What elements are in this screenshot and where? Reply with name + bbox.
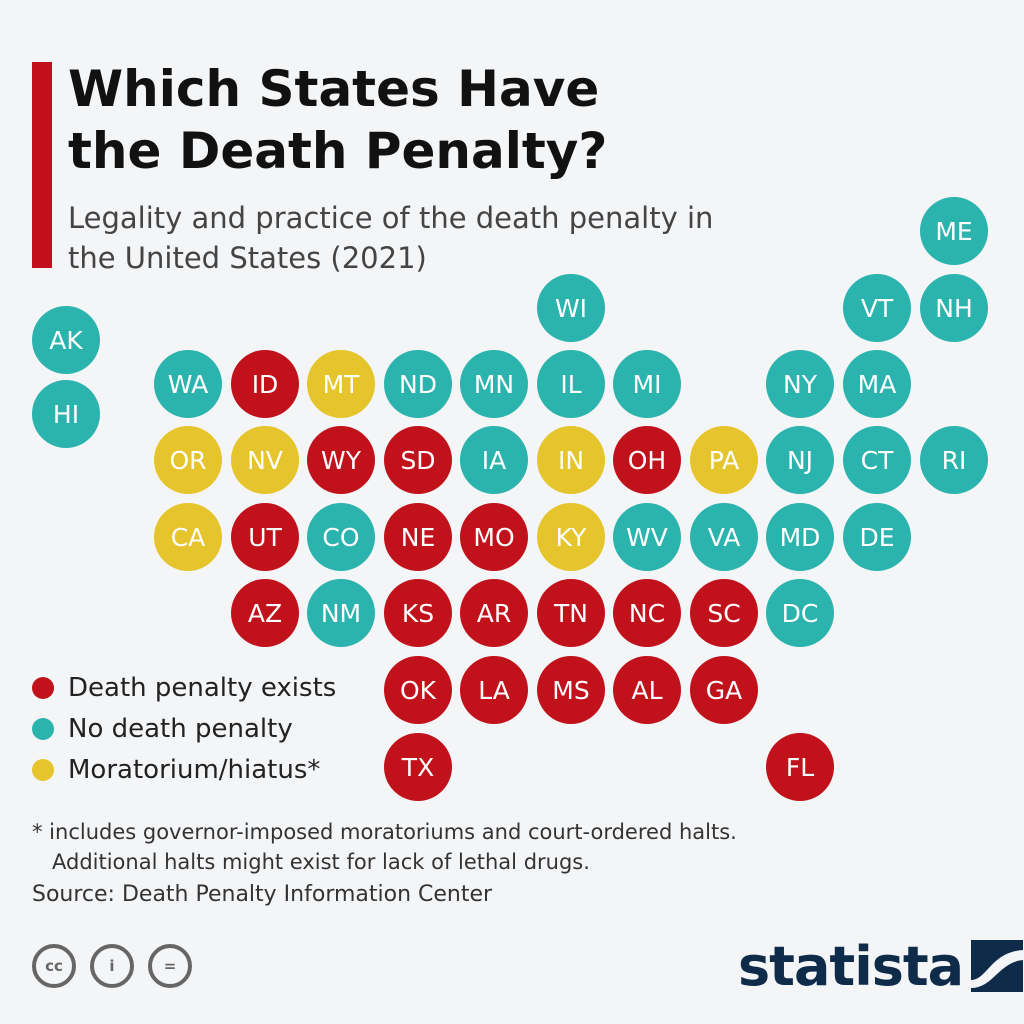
no-derivatives-icon[interactable]: = xyxy=(148,944,192,988)
state-MT: MT xyxy=(307,350,375,418)
legend: Death penalty exists No death penalty Mo… xyxy=(32,667,336,790)
state-IL: IL xyxy=(537,350,605,418)
legend-label-exists: Death penalty exists xyxy=(68,672,337,703)
state-NV: NV xyxy=(231,426,299,494)
footnote-line-1: * includes governor-imposed moratoriums … xyxy=(32,820,737,844)
subtitle: Legality and practice of the death penal… xyxy=(68,201,714,275)
state-AR: AR xyxy=(460,579,528,647)
state-OK: OK xyxy=(384,656,452,724)
state-NM: NM xyxy=(307,579,375,647)
state-SC: SC xyxy=(690,579,758,647)
state-AZ: AZ xyxy=(231,579,299,647)
state-NJ: NJ xyxy=(766,426,834,494)
logo-text: statista xyxy=(738,934,964,998)
accent-bar xyxy=(32,62,52,268)
state-CT: CT xyxy=(843,426,911,494)
state-ME: ME xyxy=(920,197,988,265)
state-OR: OR xyxy=(154,426,222,494)
red-dot-icon xyxy=(32,676,54,699)
state-OH: OH xyxy=(613,426,681,494)
legend-item-moratorium: Moratorium/hiatus* xyxy=(32,749,336,790)
state-MD: MD xyxy=(766,503,834,571)
source-note: Source: Death Penalty Information Center xyxy=(32,882,493,907)
legend-item-exists: Death penalty exists xyxy=(32,667,336,708)
state-CA: CA xyxy=(154,503,222,571)
state-IA: IA xyxy=(460,426,528,494)
state-WV: WV xyxy=(613,503,681,571)
legend-label-moratorium: Moratorium/hiatus* xyxy=(68,754,321,785)
license-icons: cc i = xyxy=(32,944,192,988)
yellow-dot-icon xyxy=(32,758,54,781)
state-WI: WI xyxy=(537,274,605,342)
state-NY: NY xyxy=(766,350,834,418)
state-UT: UT xyxy=(231,503,299,571)
state-AK: AK xyxy=(32,306,100,374)
state-MS: MS xyxy=(537,656,605,724)
teal-dot-icon xyxy=(32,717,54,740)
footnote-line-2: Additional halts might exist for lack of… xyxy=(52,850,590,874)
state-LA: LA xyxy=(460,656,528,724)
legend-item-none: No death penalty xyxy=(32,708,336,749)
state-NC: NC xyxy=(613,579,681,647)
state-SD: SD xyxy=(384,426,452,494)
state-MN: MN xyxy=(460,350,528,418)
state-MA: MA xyxy=(843,350,911,418)
state-TX: TX xyxy=(384,733,452,801)
state-FL: FL xyxy=(766,733,834,801)
state-DC: DC xyxy=(766,579,834,647)
state-MO: MO xyxy=(460,503,528,571)
state-ID: ID xyxy=(231,350,299,418)
state-KY: KY xyxy=(537,503,605,571)
state-HI: HI xyxy=(32,380,100,448)
state-DE: DE xyxy=(843,503,911,571)
state-KS: KS xyxy=(384,579,452,647)
state-WA: WA xyxy=(154,350,222,418)
footnote: * includes governor-imposed moratoriums … xyxy=(32,817,932,877)
attribution-icon[interactable]: i xyxy=(90,944,134,988)
state-AL: AL xyxy=(613,656,681,724)
creative-commons-icon[interactable]: cc xyxy=(32,944,76,988)
legend-label-none: No death penalty xyxy=(68,713,293,744)
statista-mark-icon xyxy=(971,940,1024,992)
state-IN: IN xyxy=(537,426,605,494)
state-NH: NH xyxy=(920,274,988,342)
state-VA: VA xyxy=(690,503,758,571)
page-title: Which States Have the Death Penalty? xyxy=(68,60,608,180)
state-ND: ND xyxy=(384,350,452,418)
state-WY: WY xyxy=(307,426,375,494)
state-PA: PA xyxy=(690,426,758,494)
state-VT: VT xyxy=(843,274,911,342)
state-CO: CO xyxy=(307,503,375,571)
state-NE: NE xyxy=(384,503,452,571)
statista-logo[interactable]: statista xyxy=(738,934,1024,998)
state-GA: GA xyxy=(690,656,758,724)
state-RI: RI xyxy=(920,426,988,494)
state-MI: MI xyxy=(613,350,681,418)
state-TN: TN xyxy=(537,579,605,647)
